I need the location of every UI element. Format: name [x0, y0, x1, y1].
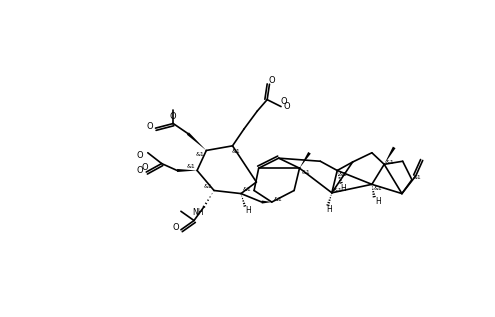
- Text: &1: &1: [203, 184, 212, 189]
- Polygon shape: [384, 146, 396, 164]
- Text: O: O: [173, 223, 180, 232]
- Text: O: O: [142, 163, 148, 172]
- Text: H: H: [327, 205, 333, 214]
- Text: O: O: [146, 122, 152, 131]
- Text: &1: &1: [301, 170, 310, 175]
- Text: &1: &1: [232, 149, 241, 154]
- Text: &1: &1: [412, 175, 421, 180]
- Polygon shape: [187, 133, 206, 151]
- Text: &1: &1: [374, 186, 383, 191]
- Text: H: H: [375, 197, 381, 206]
- Text: NH: NH: [192, 208, 203, 217]
- Polygon shape: [177, 169, 197, 172]
- Text: &1: &1: [187, 164, 196, 169]
- Text: &1: &1: [196, 152, 204, 157]
- Text: &1: &1: [274, 197, 282, 202]
- Text: O: O: [268, 76, 275, 85]
- Text: &1: &1: [339, 172, 348, 177]
- Polygon shape: [299, 152, 311, 168]
- Text: &1: &1: [386, 159, 395, 165]
- Text: &1: &1: [334, 188, 343, 193]
- Text: O: O: [284, 102, 291, 111]
- Text: H: H: [341, 184, 346, 193]
- Text: &1: &1: [243, 187, 251, 192]
- Text: O: O: [170, 112, 177, 121]
- Text: O: O: [137, 166, 144, 175]
- Text: O: O: [137, 151, 144, 159]
- Polygon shape: [262, 201, 272, 204]
- Text: O: O: [280, 97, 287, 106]
- Text: H: H: [245, 206, 251, 215]
